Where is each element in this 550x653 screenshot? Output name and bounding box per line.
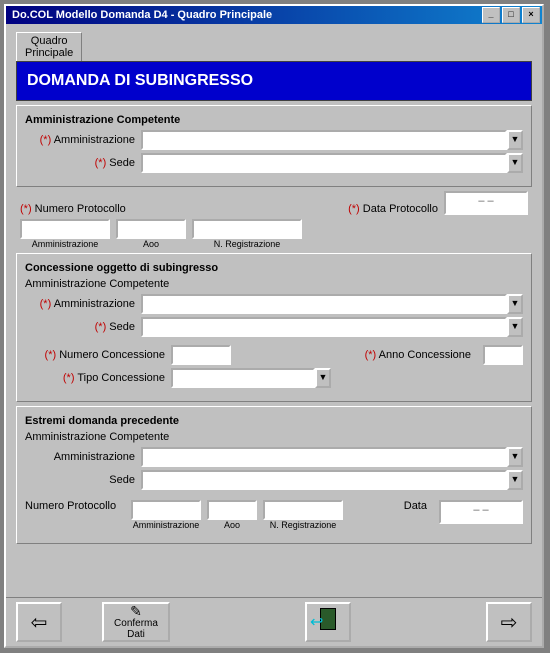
subtitle-2: Amministrazione Competente (25, 278, 523, 290)
panel-estremi-precedente: Estremi domanda precedente Amministrazio… (16, 406, 532, 544)
label-amministrazione-3: Amministrazione (25, 451, 141, 463)
window-title: Do.COL Modello Domanda D4 - Quadro Princ… (8, 9, 480, 21)
label-sede-1: Sede (25, 157, 141, 169)
conferma-dati-button[interactable]: ✎ Conferma Dati (102, 602, 170, 642)
input-proto2-aoo[interactable] (207, 500, 257, 520)
input-proto2-reg[interactable] (263, 500, 343, 520)
input-anno-concessione[interactable] (483, 345, 523, 365)
date-protocollo-2[interactable]: – – (439, 500, 523, 524)
tab-quadro-principale[interactable]: Quadro Principale (16, 32, 82, 61)
sublabel-proto1-amm: Amministrazione (32, 239, 99, 249)
arrow-right-icon: ⇨ (501, 610, 518, 635)
input-proto1-reg[interactable] (192, 219, 302, 239)
chevron-down-icon[interactable]: ▼ (507, 294, 523, 314)
label-sede-3: Sede (25, 474, 141, 486)
sublabel-proto1-aoo: Aoo (143, 239, 159, 249)
exit-button[interactable]: ↩ (305, 602, 351, 642)
combo-sede-2[interactable]: ▼ (141, 317, 523, 337)
date-protocollo-1[interactable]: – – (444, 191, 528, 215)
door-exit-icon: ↩ (320, 608, 336, 636)
label-numero-protocollo-1: Numero Protocollo (20, 203, 132, 215)
sublabel-proto2-aoo: Aoo (224, 520, 240, 530)
label-data-2: Data (404, 500, 433, 512)
next-button[interactable]: ⇨ (486, 602, 532, 642)
prev-button[interactable]: ⇦ (16, 602, 62, 642)
chevron-down-icon[interactable]: ▼ (507, 153, 523, 173)
panel-concessione: Concessione oggetto di subingresso Ammin… (16, 253, 532, 402)
chevron-down-icon[interactable]: ▼ (507, 317, 523, 337)
bottom-toolbar: ⇦ ✎ Conferma Dati ↩ ⇨ (6, 597, 542, 646)
section-title-1: Amministrazione Competente (25, 114, 523, 126)
section-title-3: Estremi domanda precedente (25, 415, 523, 427)
label-numero-protocollo-2: Numero Protocollo (25, 500, 131, 512)
tabstrip: Quadro Principale (16, 32, 542, 61)
combo-sede-3[interactable]: ▼ (141, 470, 523, 490)
combo-tipo-concessione[interactable]: ▼ (171, 368, 331, 388)
page-title-banner: DOMANDA DI SUBINGRESSO (16, 61, 532, 101)
maximize-button[interactable]: □ (502, 7, 520, 23)
minimize-button[interactable]: _ (482, 7, 500, 23)
label-amministrazione-1: Amministrazione (25, 134, 141, 146)
label-data-protocollo-1: Data Protocollo (348, 203, 444, 215)
chevron-down-icon[interactable]: ▼ (315, 368, 331, 388)
chevron-down-icon[interactable]: ▼ (507, 470, 523, 490)
section-title-2: Concessione oggetto di subingresso (25, 262, 523, 274)
label-tipo-concessione: Tipo Concessione (25, 372, 171, 384)
combo-amministrazione-3[interactable]: ▼ (141, 447, 523, 467)
label-amministrazione-2: Amministrazione (25, 298, 141, 310)
app-window: Do.COL Modello Domanda D4 - Quadro Princ… (4, 4, 544, 648)
label-anno-concessione: Anno Concessione (365, 349, 477, 361)
conferma-label: Conferma Dati (114, 618, 158, 640)
close-button[interactable]: × (522, 7, 540, 23)
label-numero-concessione: Numero Concessione (25, 349, 171, 361)
chevron-down-icon[interactable]: ▼ (507, 447, 523, 467)
sublabel-proto2-reg: N. Registrazione (270, 520, 337, 530)
label-sede-2: Sede (25, 321, 141, 333)
input-proto2-amm[interactable] (131, 500, 201, 520)
protocollo-block-1: Numero Protocollo Data Protocollo – – Am… (20, 191, 528, 249)
titlebar: Do.COL Modello Domanda D4 - Quadro Princ… (6, 6, 542, 24)
sublabel-proto2-amm: Amministrazione (133, 520, 200, 530)
input-proto1-amm[interactable] (20, 219, 110, 239)
combo-amministrazione-2[interactable]: ▼ (141, 294, 523, 314)
chevron-down-icon[interactable]: ▼ (507, 130, 523, 150)
combo-sede-1[interactable]: ▼ (141, 153, 523, 173)
input-proto1-aoo[interactable] (116, 219, 186, 239)
content-area: Quadro Principale DOMANDA DI SUBINGRESSO… (6, 26, 542, 596)
panel-amministrazione-competente: Amministrazione Competente Amministrazio… (16, 105, 532, 187)
input-numero-concessione[interactable] (171, 345, 231, 365)
sublabel-proto1-reg: N. Registrazione (214, 239, 281, 249)
combo-amministrazione-1[interactable]: ▼ (141, 130, 523, 150)
subtitle-3: Amministrazione Competente (25, 431, 523, 443)
confirm-icon: ✎ (130, 604, 142, 618)
arrow-left-icon: ⇦ (31, 610, 48, 635)
